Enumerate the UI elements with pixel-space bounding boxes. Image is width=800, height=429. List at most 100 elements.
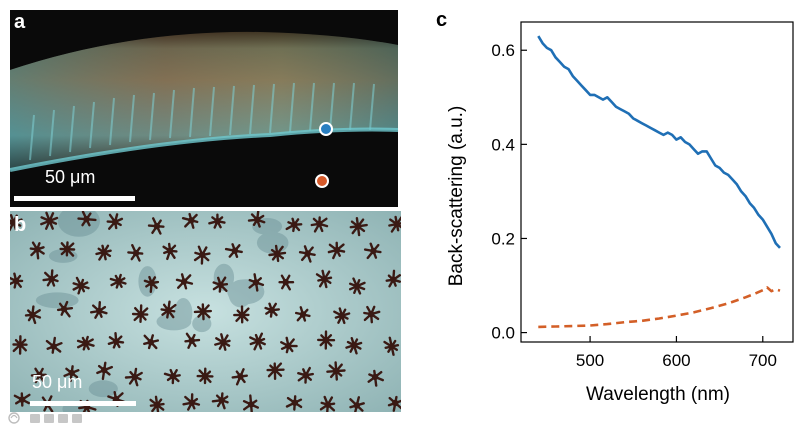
chart-axes bbox=[520, 21, 794, 343]
y-tick-label: 0.6 bbox=[491, 41, 515, 60]
back-scattering-chart: 500 600 700 0.0 0.2 0.4 0.6 Wavelength (nm) Ba… bbox=[446, 21, 794, 405]
chromatophore-cell bbox=[124, 367, 143, 387]
chromatophore-cell bbox=[327, 241, 346, 260]
background-blob bbox=[57, 211, 100, 237]
micrograph-b-image bbox=[10, 211, 401, 412]
chromatophore-cell bbox=[127, 244, 144, 262]
chromatophore-cell bbox=[45, 336, 63, 354]
chromatophore-cell bbox=[10, 213, 23, 232]
panel-b-letter: b bbox=[14, 214, 27, 236]
chart-ticks: 500 600 700 0.0 0.2 0.4 0.6 bbox=[491, 41, 777, 370]
chromatophore-cell bbox=[193, 303, 213, 321]
chromatophore-cell bbox=[249, 332, 266, 351]
chromatophore-cell bbox=[193, 245, 211, 265]
chromatophore-cell bbox=[247, 211, 266, 228]
chromatophore-cell bbox=[56, 300, 74, 318]
chromatophore-cell bbox=[163, 368, 181, 385]
chromatophore-cell bbox=[147, 217, 165, 235]
chromatophore-cell bbox=[175, 273, 194, 290]
chromatophore-cell bbox=[349, 216, 368, 237]
background-blob bbox=[252, 218, 283, 235]
chromatophore-cell bbox=[106, 213, 124, 230]
chromatophore-cell bbox=[363, 305, 381, 324]
chromatophore-cell bbox=[196, 367, 214, 385]
chromatophore-cell bbox=[59, 241, 76, 257]
chromatophore-cell bbox=[89, 300, 108, 319]
chromatophore-cell bbox=[349, 277, 366, 295]
panel-a-letter: a bbox=[14, 11, 26, 33]
chromatophore-cell bbox=[231, 368, 249, 386]
background-blob bbox=[35, 292, 79, 309]
micrograph-panel-a: a 50 μm bbox=[10, 10, 398, 207]
chromatophore-cell bbox=[208, 213, 226, 229]
chromatophore-cell bbox=[77, 211, 97, 227]
chart-series bbox=[537, 35, 781, 329]
chromatophore-cell bbox=[333, 307, 351, 325]
chromatophore-cell bbox=[345, 336, 363, 355]
chromatophore-cell bbox=[182, 393, 201, 411]
chromatophore-cell bbox=[96, 361, 114, 381]
chromatophore-cell bbox=[363, 242, 382, 260]
x-axis-label: Wavelength (nm) bbox=[586, 384, 730, 405]
chromatophore-cell bbox=[10, 272, 24, 289]
chromatophore-cell bbox=[264, 302, 280, 318]
scale-bar-b bbox=[30, 401, 136, 406]
chromatophore-cell bbox=[109, 273, 127, 289]
chromatophore-cell bbox=[76, 335, 95, 351]
chromatophore-cell bbox=[242, 394, 260, 412]
chromatophore-cell bbox=[285, 395, 303, 411]
chromatophore-cell bbox=[95, 244, 112, 261]
chromatophore-cell bbox=[248, 273, 265, 292]
chromatophore-cell bbox=[30, 367, 47, 384]
chromatophore-cell bbox=[12, 335, 28, 355]
chromatophore-cell bbox=[285, 217, 303, 233]
chromatophore-cell bbox=[42, 269, 59, 287]
chromatophore-cell bbox=[367, 369, 384, 387]
y-axis-label: Back-scattering (a.u.) bbox=[446, 106, 467, 287]
chromatophore-cell bbox=[319, 395, 336, 412]
dashed-series-line bbox=[538, 286, 781, 329]
chromatophore-cell bbox=[326, 361, 346, 381]
chromatophore-cell bbox=[162, 242, 178, 261]
chromatophore-cell bbox=[63, 365, 80, 383]
chromatophore-cell bbox=[385, 269, 401, 288]
chromatophore-cell bbox=[233, 305, 250, 324]
background-blob bbox=[156, 312, 192, 331]
chromatophore-cell bbox=[383, 336, 400, 356]
scale-bar-label-a: 50 μm bbox=[45, 167, 96, 187]
chromatophore-cell bbox=[388, 215, 401, 233]
solid-series-line bbox=[537, 35, 781, 249]
panel-c-letter: c bbox=[436, 9, 448, 31]
background-blob bbox=[88, 380, 118, 398]
chromatophore-cell bbox=[131, 304, 149, 324]
chromatophore-cell bbox=[143, 334, 160, 350]
chromatophore-cell bbox=[317, 330, 336, 350]
chromatophore-cell bbox=[295, 306, 311, 322]
chromatophore-cell bbox=[278, 274, 295, 291]
y-tick-label: 0.4 bbox=[491, 135, 515, 154]
micrograph-a-image bbox=[10, 10, 398, 207]
chromatophore-cell bbox=[72, 276, 90, 295]
chromatophore-cell bbox=[310, 216, 329, 233]
chromatophore-cell bbox=[214, 333, 231, 351]
y-tick-label: 0.2 bbox=[491, 229, 515, 248]
chromatophore-cell bbox=[297, 366, 314, 384]
y-tick-label: 0.0 bbox=[491, 324, 515, 343]
chromatophore-cell bbox=[298, 245, 316, 263]
chromatophore-cell bbox=[349, 396, 365, 412]
chromatophore-cell bbox=[24, 305, 42, 325]
scale-bar-a bbox=[14, 196, 135, 201]
chromatophore-cell bbox=[315, 269, 333, 289]
chromatophore-cell bbox=[160, 300, 177, 319]
plot-frame bbox=[520, 21, 794, 343]
chromatophore-cell bbox=[268, 244, 287, 263]
chromatophore-cell bbox=[40, 211, 59, 230]
chromatophore-cell bbox=[212, 276, 229, 293]
x-tick-label: 700 bbox=[749, 351, 777, 370]
measurement-point-upper-marker bbox=[319, 122, 333, 136]
x-tick-label: 500 bbox=[576, 351, 604, 370]
x-tick-label: 600 bbox=[662, 351, 690, 370]
chromatophore-cell bbox=[181, 212, 199, 229]
micrograph-panel-b: b 50 μm bbox=[10, 211, 401, 412]
scale-bar-label-b: 50 μm bbox=[32, 372, 83, 392]
